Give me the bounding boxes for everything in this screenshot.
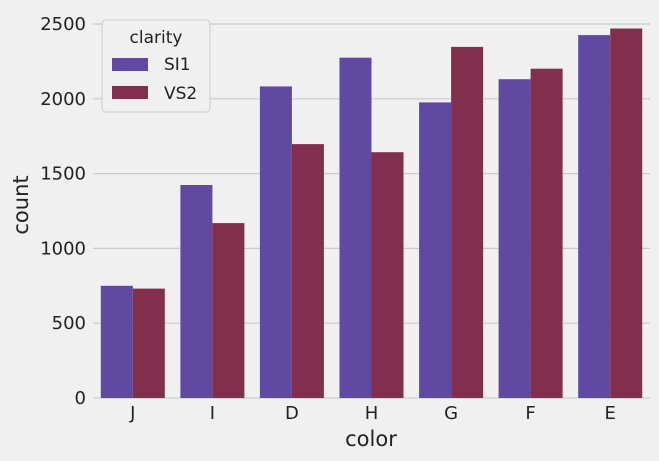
bar-i-si1: [180, 185, 213, 398]
y-tick-label-1000: 1000: [40, 238, 86, 259]
y-tick-label-0: 0: [75, 388, 86, 409]
legend-label-si1: SI1: [164, 55, 191, 75]
bar-d-si1: [259, 86, 292, 399]
x-tick-label-f: F: [525, 403, 535, 424]
y-tick-labels: 0 500 1000 1500 2000 2500: [40, 14, 86, 409]
bar-h-si1: [339, 57, 372, 398]
legend-swatch-si1: [112, 58, 148, 71]
bar-e-si1: [578, 35, 611, 398]
y-tick-label-500: 500: [52, 313, 86, 334]
y-tick-label-2000: 2000: [40, 89, 86, 110]
y-tick-label-1500: 1500: [40, 164, 86, 185]
bar-d-vs2: [291, 144, 324, 398]
bar-e-vs2: [610, 28, 643, 398]
y-tick-label-2500: 2500: [40, 14, 86, 35]
x-tick-label-d: D: [285, 403, 299, 424]
legend-label-vs2: VS2: [164, 84, 197, 104]
legend-swatch-vs2: [112, 86, 148, 99]
legend: clarity SI1 VS2: [101, 19, 211, 113]
y-axis-label: count: [9, 175, 33, 234]
bar-g-si1: [419, 102, 452, 399]
legend-title: clarity: [130, 28, 183, 48]
x-tick-label-j: J: [129, 403, 135, 424]
bar-j-vs2: [132, 288, 165, 398]
bar-i-vs2: [212, 223, 245, 398]
bar-g-vs2: [451, 46, 484, 399]
x-tick-label-g: G: [444, 403, 458, 424]
bar-f-vs2: [530, 68, 563, 398]
bars: [100, 28, 643, 399]
bar-f-si1: [498, 79, 531, 398]
x-axis-label: color: [345, 427, 397, 451]
bar-j-si1: [100, 285, 133, 398]
x-tick-label-i: I: [210, 403, 215, 424]
x-tick-label-e: E: [605, 403, 616, 424]
bar-h-vs2: [371, 152, 404, 398]
x-tick-label-h: H: [365, 403, 379, 424]
